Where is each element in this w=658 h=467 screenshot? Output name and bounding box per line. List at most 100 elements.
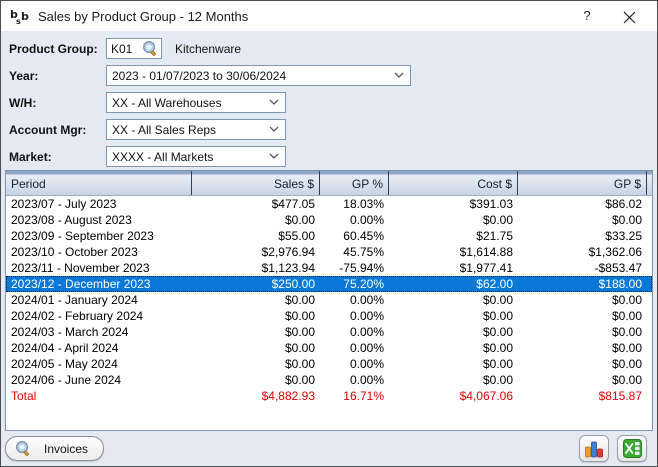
column-header-cost[interactable]: Cost $ [389, 171, 518, 195]
cell-period: 2023/09 - September 2023 [11, 229, 154, 243]
table-row[interactable]: 2024/02 - February 2024 $0.00 0.00% $0.00 $0… [6, 308, 652, 324]
year-row: Year: 2023 - 01/07/2023 to 30/06/2024 [9, 65, 649, 86]
cell-gpd: $188.00 [598, 277, 642, 291]
table-row[interactable]: 2024/04 - April 2024 $0.00 0.00% $0.00 $0.00 [6, 340, 652, 356]
cell-gpd: $86.02 [605, 197, 642, 211]
cell-cost: $21.75 [476, 229, 513, 243]
cell-cost: $4,067.06 [459, 389, 513, 403]
chevron-down-icon [269, 126, 279, 132]
cell-cost: $1,977.41 [459, 261, 513, 275]
invoices-button[interactable]: Invoices [5, 436, 104, 461]
help-button[interactable]: ? [583, 8, 591, 23]
cell-filler [647, 324, 652, 340]
table-total-row[interactable]: Total $4,882.93 16.71% $4,067.06 $815.87 [6, 388, 652, 404]
year-label: Year: [9, 68, 39, 83]
table-row[interactable]: 2023/11 - November 2023 $1,123.94 -75.94% $… [6, 260, 652, 276]
footer-bar: Invoices [1, 431, 657, 466]
excel-export-button[interactable] [617, 435, 647, 462]
account-mgr-label: Account Mgr: [9, 122, 87, 137]
table-row[interactable]: 2024/05 - May 2024 $0.00 0.00% $0.00 $0.00 [6, 356, 652, 372]
cell-cost: $62.00 [476, 277, 513, 291]
product-group-input[interactable] [111, 41, 141, 56]
table-row[interactable]: 2023/07 - July 2023 $477.05 18.03% $391.03 $… [6, 196, 652, 212]
cell-filler [647, 388, 652, 404]
cell-sales: $0.00 [284, 213, 315, 227]
table-row[interactable]: 2023/12 - December 2023 $250.00 75.20% $62.… [6, 276, 652, 292]
cell-filler [647, 276, 652, 292]
table-row[interactable]: 2024/03 - March 2024 $0.00 0.00% $0.00 $0.00 [6, 324, 652, 340]
cell-cost: $0.00 [482, 213, 513, 227]
cell-sales: $477.05 [271, 197, 315, 211]
window-title: Sales by Product Group - 12 Months [38, 8, 249, 24]
account-mgr-select[interactable]: XX - All Sales Reps [106, 119, 286, 140]
cell-sales: $0.00 [284, 293, 315, 307]
table-row[interactable]: 2024/06 - June 2024 $0.00 0.00% $0.00 $0.00 [6, 372, 652, 388]
cell-filler [647, 244, 652, 260]
chevron-down-icon [394, 72, 404, 78]
market-select[interactable]: XXXX - All Markets [106, 146, 286, 167]
account-mgr-value: XX - All Sales Reps [112, 122, 217, 137]
cell-sales: $55.00 [278, 229, 315, 243]
table-row[interactable]: 2023/08 - August 2023 $0.00 0.00% $0.00 $0.0… [6, 212, 652, 228]
column-header-period[interactable]: Period [6, 171, 192, 195]
cell-cost: $0.00 [482, 341, 513, 355]
cell-sales: $250.00 [271, 277, 315, 291]
cell-gp: 75.20% [343, 277, 384, 291]
cell-gpd: $33.25 [605, 229, 642, 243]
table-row[interactable]: 2023/10 - October 2023 $2,976.94 45.75% $1,… [6, 244, 652, 260]
bar-chart-icon [585, 441, 603, 457]
cell-filler [647, 228, 652, 244]
chart-button[interactable] [579, 435, 609, 462]
product-group-name: Kitchenware [175, 41, 242, 56]
cell-period: 2024/02 - February 2024 [11, 309, 144, 323]
cell-cost: $1,614.88 [459, 245, 513, 259]
close-button[interactable] [615, 2, 643, 30]
cell-sales: $0.00 [284, 357, 315, 371]
cell-sales: $0.00 [284, 309, 315, 323]
account-mgr-row: Account Mgr: XX - All Sales Reps [9, 119, 649, 140]
cell-period: 2023/11 - November 2023 [11, 261, 150, 275]
chevron-down-icon [269, 99, 279, 105]
cell-cost: $391.03 [469, 197, 513, 211]
cell-gp: 0.00% [349, 293, 384, 307]
warehouse-select[interactable]: XX - All Warehouses [106, 92, 286, 113]
excel-icon [622, 439, 642, 458]
lookup-magnifier-icon[interactable] [142, 40, 159, 57]
column-header-filler [647, 171, 652, 195]
cell-filler [647, 356, 652, 372]
cell-period: 2023/08 - August 2023 [11, 213, 132, 227]
periods-table: Period Sales $ GP % Cost $ GP $ 2023/07 … [5, 170, 653, 431]
cell-gpd: $0.00 [611, 357, 642, 371]
cell-period: 2023/07 - July 2023 [11, 197, 117, 211]
cell-cost: $0.00 [482, 357, 513, 371]
table-row[interactable]: 2024/01 - January 2024 $0.00 0.00% $0.00 $0.… [6, 292, 652, 308]
cell-filler [647, 196, 652, 212]
cell-gpd: $0.00 [611, 341, 642, 355]
cell-filler [647, 308, 652, 324]
table-row[interactable]: 2023/09 - September 2023 $55.00 60.45% $21.… [6, 228, 652, 244]
cell-gp: 18.03% [343, 197, 384, 211]
column-header-sales[interactable]: Sales $ [192, 171, 320, 195]
column-header-gp[interactable]: GP $ [518, 171, 647, 195]
product-group-field[interactable] [106, 38, 162, 59]
cell-filler [647, 212, 652, 228]
cell-period: Total [11, 389, 37, 403]
invoices-button-label: Invoices [44, 441, 89, 456]
cell-gpd: $1,362.06 [588, 245, 642, 259]
cell-period: 2023/10 - October 2023 [11, 245, 138, 259]
filter-form: Product Group: Kitchenware Year: 2023 - … [1, 31, 657, 170]
cell-gp: -75.94% [339, 261, 384, 275]
cell-gpd: $0.00 [611, 325, 642, 339]
svg-text:b: b [10, 8, 18, 21]
cell-gp: 0.00% [349, 373, 384, 387]
cell-period: 2023/12 - December 2023 [11, 277, 151, 291]
year-select[interactable]: 2023 - 01/07/2023 to 30/06/2024 [106, 65, 411, 86]
cell-period: 2024/01 - January 2024 [11, 293, 138, 307]
warehouse-row: W/H: XX - All Warehouses [9, 92, 649, 113]
column-header-gp-pct[interactable]: GP % [320, 171, 389, 195]
table-header: Period Sales $ GP % Cost $ GP $ [6, 171, 652, 196]
svg-text:s: s [16, 17, 21, 26]
cell-gpd: $0.00 [611, 309, 642, 323]
cell-gpd: -$853.47 [594, 261, 642, 275]
